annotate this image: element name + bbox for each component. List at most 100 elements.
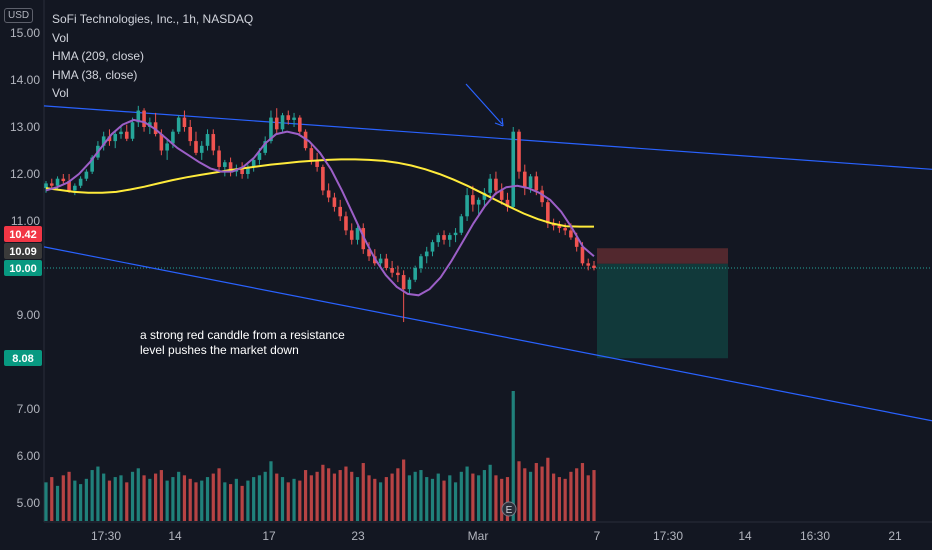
candle-body [194,141,198,153]
candle-body [113,134,118,142]
candle-body [511,131,516,207]
volume-bar [494,475,498,521]
candle-body [228,162,233,172]
candle-body [280,115,285,130]
volume-bar [280,477,285,521]
volume-bar [159,470,163,521]
x-tick-label: 7 [594,529,601,543]
candle-body [142,110,146,127]
price-badge-label: 10.42 [9,229,37,241]
volume-bar [500,478,504,521]
volume-bar [321,464,325,521]
volume-bar [459,471,463,521]
volume-bar [211,473,215,521]
volume-bar [182,475,187,521]
volume-bar [557,477,561,521]
volume-bar [338,470,342,521]
volume-bar [84,478,88,521]
price-badge-label: 10.00 [9,263,37,275]
volume-bar [286,482,290,521]
candle-body [298,117,302,132]
x-tick-label: 17 [262,529,276,543]
volume-bar [563,478,567,521]
legend-indicator-hma38[interactable]: HMA (38, close) [52,67,138,82]
volume-bar [90,470,94,521]
candle-body [257,152,262,160]
volume-bar [546,457,550,521]
take-profit-zone [597,263,728,359]
volume-bar [200,480,204,521]
volume-bar [407,475,412,521]
legend-title[interactable]: SoFi Technologies, Inc., 1h, NASDAQ [52,12,254,26]
price-badge-label: 10.09 [9,246,37,258]
legend-indicator-vol2[interactable]: Vol [52,86,69,100]
volume-bar [240,485,244,521]
candle-body [465,195,469,217]
candle-body [378,258,383,264]
volume-bar [413,471,417,521]
trendline-2 [43,246,932,422]
volume-bar [113,477,117,521]
price-badge [4,260,42,276]
volume-bar [292,478,296,521]
candle-body [476,199,481,205]
earnings-marker-label: E [506,505,513,516]
candle-body [447,235,452,240]
candle-body [246,166,250,174]
candle-body [217,150,221,167]
candle-body [540,190,544,203]
volume-bar [142,475,146,521]
candle-body [153,122,158,135]
volume-bar [511,391,515,521]
candle-body [338,206,342,217]
candle-body [286,115,291,120]
volume-bar [61,475,65,521]
volume-bar [315,471,319,521]
volume-bar [569,471,573,521]
candle-body [73,185,77,191]
volume-bar [361,463,365,521]
candle-body [67,181,71,191]
volume-bar [194,482,198,521]
candle-body [442,235,446,240]
candle-body [505,199,510,207]
volume-bar [540,466,544,521]
y-tick-label: 14.00 [10,73,40,87]
legend-indicator-hma209[interactable]: HMA (209, close) [52,49,145,63]
candle-body [384,258,389,268]
volume-bar [269,461,273,521]
candle-body [494,178,498,191]
candle-body [315,159,319,167]
candle-body [574,237,579,247]
volume-bar [257,475,262,521]
volume-bar [453,482,458,521]
volume-bar [419,470,423,521]
candle-body [49,183,54,186]
currency-badge[interactable]: USD [4,8,34,23]
candle-body [240,169,244,174]
volume-bar [205,477,210,521]
candle-body [517,131,521,172]
candle-body [488,178,492,193]
candle-body [124,131,129,139]
candle-body [332,197,337,207]
candle-body [176,117,181,132]
candle-body [361,228,366,250]
candle-body [182,117,187,127]
candle-body [130,122,135,139]
y-tick-label: 9.00 [17,308,41,322]
volume-bar [136,468,140,521]
candle-body [436,235,441,243]
volume-bar [373,478,377,521]
y-tick-label: 11.00 [11,214,40,228]
candle-body [269,117,273,142]
legend-indicator-vol[interactable]: Vol [52,30,69,45]
candle-body [569,230,573,238]
candle-body [401,275,406,290]
candle-body [107,136,112,142]
volume-bar [396,468,400,521]
volume-bar [350,471,354,521]
candle-body [55,178,60,186]
